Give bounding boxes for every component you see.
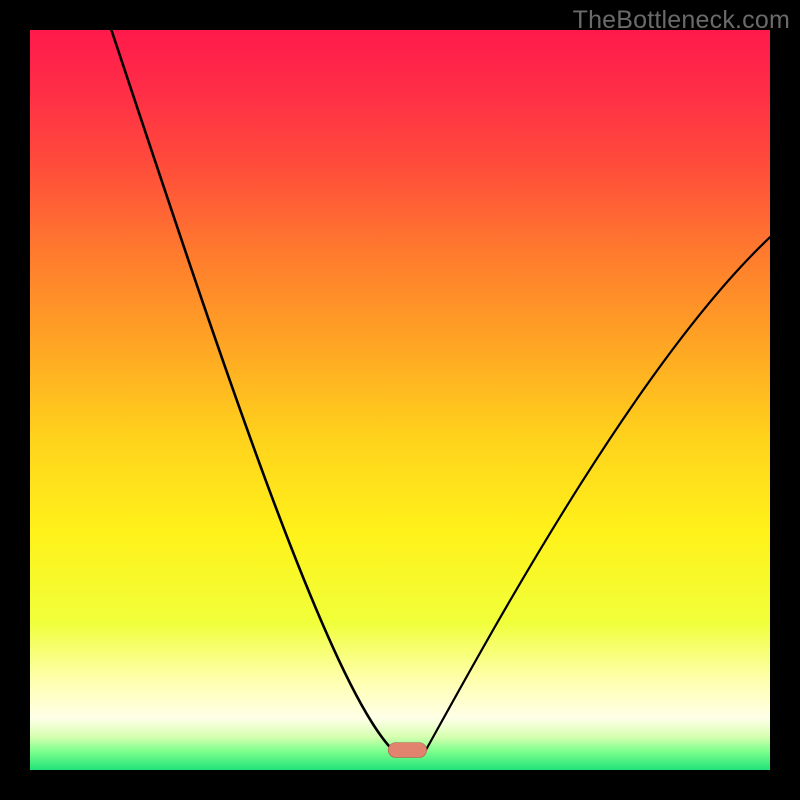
bottleneck-chart — [0, 0, 800, 800]
chart-frame: TheBottleneck.com — [0, 0, 800, 800]
watermark-text: TheBottleneck.com — [573, 6, 790, 35]
bottleneck-marker — [388, 743, 426, 758]
plot-background — [30, 30, 770, 770]
